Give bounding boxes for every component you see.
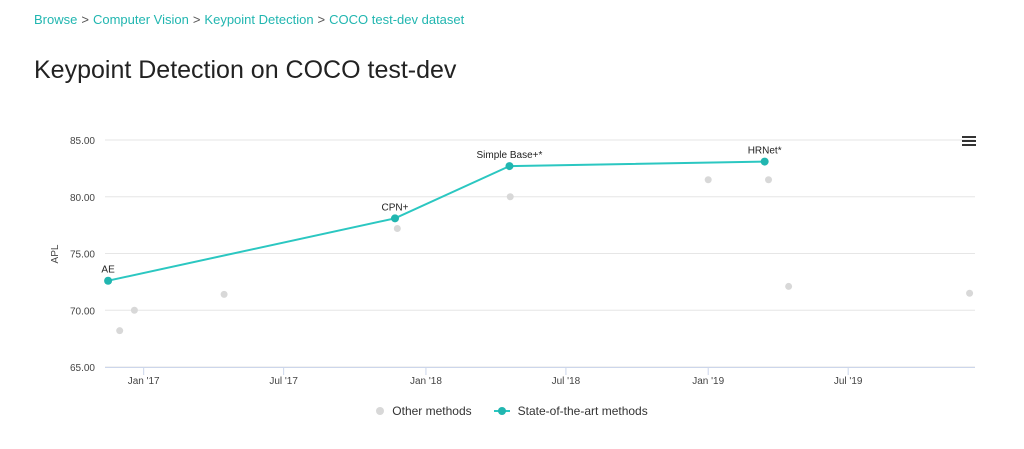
- breadcrumb-computer-vision-link[interactable]: Computer Vision: [92, 12, 189, 27]
- legend-label-other-methods: Other methods: [392, 404, 472, 418]
- legend-item-sota-methods[interactable]: State-of-the-art methods: [493, 402, 648, 420]
- other-method-point: [116, 327, 124, 335]
- x-tick-label: Jan '19: [692, 376, 724, 387]
- breadcrumb-separator: >: [192, 12, 201, 27]
- x-tick-label: Jan '18: [410, 376, 442, 387]
- other-method-point: [704, 176, 712, 184]
- breadcrumb-keypoint-detection-link[interactable]: Keypoint Detection: [204, 12, 314, 27]
- breadcrumb-dataset-link[interactable]: COCO test-dev dataset: [329, 12, 465, 27]
- other-method-point: [130, 306, 138, 314]
- legend-item-other-methods[interactable]: Other methods: [376, 402, 472, 420]
- breadcrumb: Browse > Computer Vision > Keypoint Detectio…: [34, 12, 464, 27]
- sota-line: [107, 160, 765, 282]
- sota-point: [391, 214, 399, 223]
- x-tick-label: Jan '17: [128, 376, 160, 387]
- y-tick-label: 70.00: [70, 306, 95, 317]
- other-method-point: [506, 193, 514, 201]
- legend-dot-marker: [376, 407, 385, 415]
- other-method-point: [393, 225, 401, 233]
- breadcrumb-separator: >: [317, 12, 326, 27]
- legend-label-sota-methods: State-of-the-art methods: [517, 404, 648, 418]
- chart-legend: Other methods State-of-the-art methods: [0, 402, 1024, 420]
- y-tick-label: 65.00: [70, 363, 95, 374]
- other-method-point: [966, 289, 974, 297]
- hamburger-menu-icon[interactable]: [957, 130, 981, 152]
- y-tick-label: 80.00: [70, 193, 95, 204]
- other-method-point: [765, 176, 773, 184]
- x-tick-label: Jul '18: [552, 376, 581, 387]
- sota-point-label: AE: [101, 265, 115, 276]
- other-method-point: [785, 282, 793, 290]
- sota-point: [760, 157, 769, 166]
- x-tick-label: Jul '17: [269, 376, 298, 387]
- legend-line-marker: [493, 407, 510, 415]
- y-axis-title: APL: [50, 244, 61, 263]
- page-title: Keypoint Detection on COCO test-dev: [34, 56, 457, 84]
- sota-point: [505, 162, 514, 171]
- y-tick-label: 85.00: [70, 136, 95, 147]
- y-tick-label: 75.00: [70, 250, 95, 261]
- breadcrumb-separator: >: [81, 12, 89, 27]
- other-method-point: [220, 290, 228, 298]
- x-tick-label: Jul '19: [834, 376, 863, 387]
- sota-point-label: Simple Base+*: [477, 150, 543, 161]
- sota-point: [104, 276, 113, 285]
- breadcrumb-browse-link[interactable]: Browse: [34, 12, 78, 27]
- sota-point-label: CPN+: [382, 202, 409, 213]
- sota-point-label: HRNet*: [748, 146, 782, 157]
